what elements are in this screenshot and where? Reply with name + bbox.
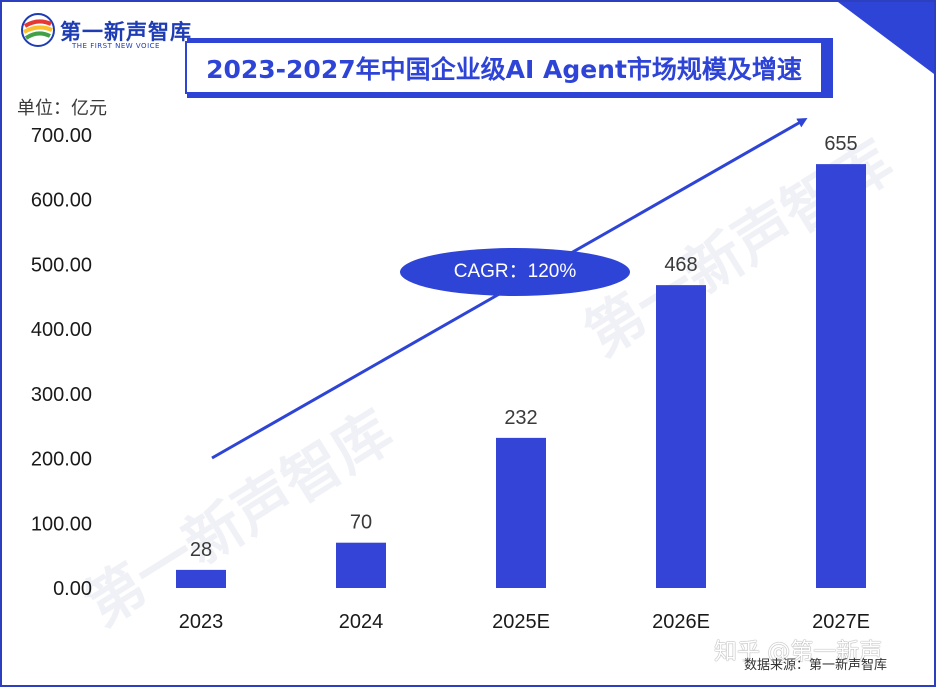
y-tick-label: 500.00 [31,254,92,276]
x-tick-label: 2027E [812,611,870,633]
chart-title: 2023-2027年中国企业级AI Agent市场规模及增速 [206,54,802,84]
data-source-note: 数据来源：第一新声智库 [744,658,888,673]
bar-2027E [816,164,866,588]
data-label: 28 [190,539,212,561]
y-tick-label: 700.00 [31,125,92,147]
bar-2023 [176,569,226,588]
y-tick-label: 600.00 [31,190,92,212]
bar-2024 [336,542,386,588]
brand-name: 第一新声智库 [60,20,192,44]
bar-2025E [496,437,546,588]
x-tick-label: 2026E [652,611,710,633]
corner-accent [838,2,934,74]
x-tick-label: 2025E [492,611,550,633]
bar-2026E [656,285,706,588]
title-banner: 2023-2027年中国企业级AI Agent市场规模及增速 [185,41,823,94]
x-tick-label: 2023 [179,611,224,633]
x-tick-label: 2024 [339,611,384,633]
y-tick-label: 400.00 [31,319,92,341]
brand-logo-icon [21,13,55,47]
platform-watermark: 知乎 @第一新声 [714,639,883,665]
brand-tagline: THE FIRST NEW VOICE [72,42,160,50]
data-label: 468 [664,254,697,276]
y-tick-label: 200.00 [31,449,92,471]
y-tick-label: 300.00 [31,384,92,406]
y-tick-label: 0.00 [53,578,92,600]
cagr-ellipse [400,248,630,296]
data-label: 655 [824,133,857,155]
cagr-label: CAGR：120% [453,261,577,282]
cagr-badge: CAGR：120% [400,248,630,296]
data-label: 70 [350,512,372,534]
y-tick-label: 100.00 [31,513,92,535]
data-label: 232 [504,407,537,429]
y-axis-unit-label: 单位：亿元 [17,98,107,119]
